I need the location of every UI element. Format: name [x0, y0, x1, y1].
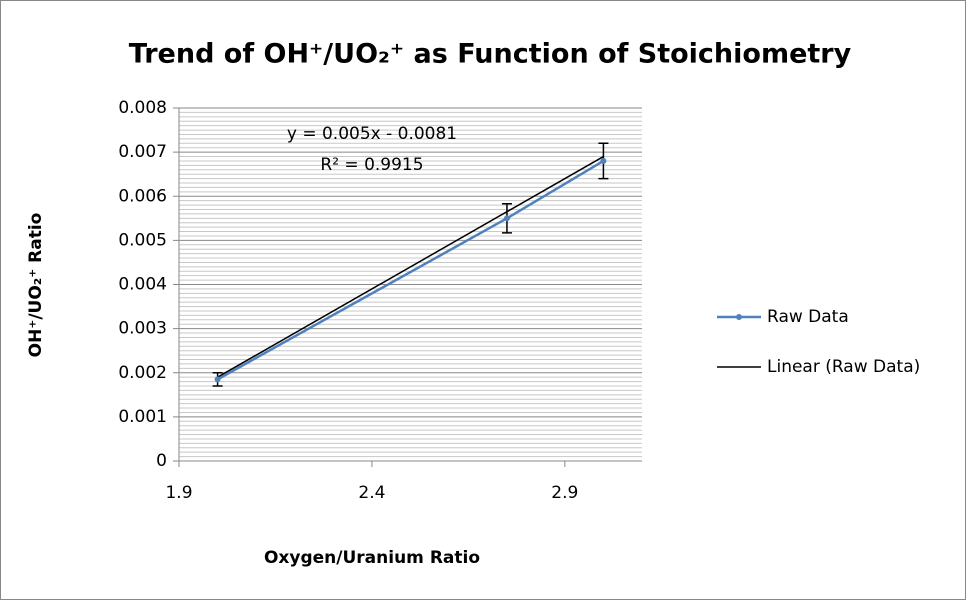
chart-title: Trend of OH⁺/UO₂⁺ as Function of Stoichi… [129, 39, 852, 70]
y-tick-label: 0.002 [118, 363, 167, 383]
data-point [214, 376, 221, 383]
data-point [600, 157, 607, 164]
y-tick-label: 0.007 [118, 142, 167, 162]
y-axis-label: OH⁺/UO₂⁺ Ratio [26, 213, 46, 358]
legend-label: Raw Data [767, 307, 849, 327]
trend-equation: y = 0.005x - 0.0081 [287, 124, 457, 144]
y-tick-label: 0.003 [118, 319, 167, 339]
y-tick-label: 0.005 [118, 230, 167, 250]
x-tick-label: 2.4 [358, 483, 385, 503]
legend-label: Linear (Raw Data) [767, 357, 920, 377]
y-tick-label: 0.004 [118, 275, 167, 295]
y-tick-label: 0.001 [118, 407, 167, 427]
trend-r2: R² = 0.9915 [320, 155, 423, 175]
legend-marker [736, 314, 742, 320]
x-axis-label: Oxygen/Uranium Ratio [264, 548, 480, 568]
y-tick-label: 0.006 [118, 186, 167, 206]
data-point [503, 215, 510, 222]
x-tick-label: 2.9 [551, 483, 578, 503]
y-tick-label: 0.008 [118, 98, 167, 118]
trendline [217, 155, 604, 378]
y-tick-label: 0 [156, 451, 167, 471]
x-tick-label: 1.9 [165, 483, 192, 503]
